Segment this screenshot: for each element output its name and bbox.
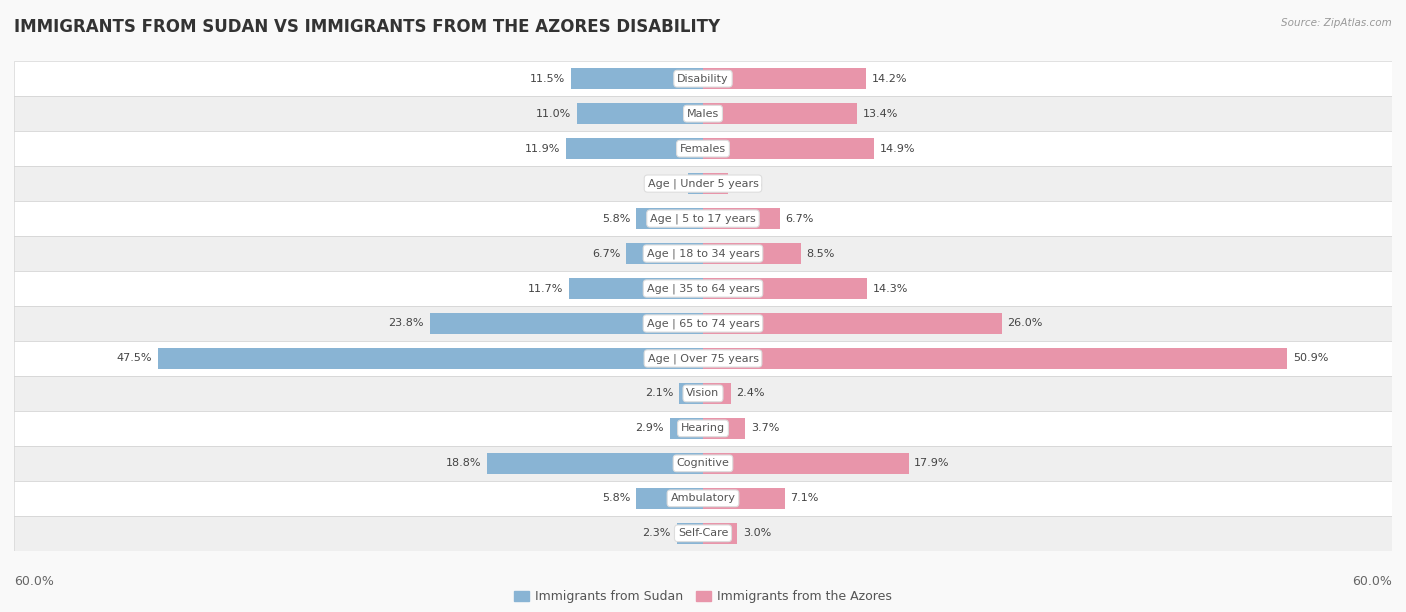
Text: Age | Over 75 years: Age | Over 75 years [648, 353, 758, 364]
Text: Age | 65 to 74 years: Age | 65 to 74 years [647, 318, 759, 329]
Text: 26.0%: 26.0% [1007, 318, 1043, 329]
Bar [568, 278, 703, 299]
Text: Cognitive: Cognitive [676, 458, 730, 468]
Text: Age | 5 to 17 years: Age | 5 to 17 years [650, 214, 756, 224]
Text: Females: Females [681, 144, 725, 154]
Text: Males: Males [688, 109, 718, 119]
Bar [486, 453, 703, 474]
Bar [676, 523, 703, 544]
Bar [669, 418, 703, 439]
Text: 2.3%: 2.3% [643, 528, 671, 539]
Text: 2.9%: 2.9% [636, 424, 664, 433]
Text: 6.7%: 6.7% [592, 248, 620, 258]
Bar [703, 348, 1288, 369]
Bar [703, 103, 856, 124]
Bar [14, 131, 1392, 166]
Bar [703, 488, 785, 509]
Bar [688, 173, 703, 194]
Bar [14, 201, 1392, 236]
Bar [14, 411, 1392, 446]
Text: 17.9%: 17.9% [914, 458, 950, 468]
Bar [703, 243, 800, 264]
Text: Disability: Disability [678, 73, 728, 84]
Bar [679, 383, 703, 404]
Text: 7.1%: 7.1% [790, 493, 818, 503]
Bar [14, 166, 1392, 201]
Bar [14, 446, 1392, 481]
Text: Age | 35 to 64 years: Age | 35 to 64 years [647, 283, 759, 294]
Text: 11.9%: 11.9% [526, 144, 561, 154]
Bar [576, 103, 703, 124]
Text: Ambulatory: Ambulatory [671, 493, 735, 503]
Bar [157, 348, 703, 369]
Text: 6.7%: 6.7% [786, 214, 814, 223]
Bar [14, 96, 1392, 131]
Bar [703, 68, 866, 89]
Legend: Immigrants from Sudan, Immigrants from the Azores: Immigrants from Sudan, Immigrants from t… [509, 585, 897, 608]
Text: 18.8%: 18.8% [446, 458, 481, 468]
Text: 60.0%: 60.0% [14, 575, 53, 588]
Bar [571, 68, 703, 89]
Bar [14, 306, 1392, 341]
Text: 47.5%: 47.5% [117, 354, 152, 364]
Text: Source: ZipAtlas.com: Source: ZipAtlas.com [1281, 18, 1392, 28]
Bar [703, 208, 780, 229]
Text: 50.9%: 50.9% [1294, 354, 1329, 364]
Bar [626, 243, 703, 264]
Text: 2.4%: 2.4% [737, 389, 765, 398]
Bar [14, 376, 1392, 411]
Bar [14, 481, 1392, 516]
Bar [14, 271, 1392, 306]
Text: 3.7%: 3.7% [751, 424, 779, 433]
Text: 2.2%: 2.2% [734, 179, 762, 188]
Bar [14, 516, 1392, 551]
Bar [703, 138, 875, 159]
Text: 5.8%: 5.8% [602, 214, 631, 223]
Text: 14.3%: 14.3% [873, 283, 908, 294]
Text: 3.0%: 3.0% [744, 528, 772, 539]
Bar [14, 341, 1392, 376]
Text: 11.5%: 11.5% [530, 73, 565, 84]
Text: 11.0%: 11.0% [536, 109, 571, 119]
Text: 13.4%: 13.4% [863, 109, 898, 119]
Text: Hearing: Hearing [681, 424, 725, 433]
Text: 11.7%: 11.7% [527, 283, 562, 294]
Bar [14, 236, 1392, 271]
Text: 14.2%: 14.2% [872, 73, 907, 84]
Bar [430, 313, 703, 334]
Text: 8.5%: 8.5% [807, 248, 835, 258]
Bar [703, 278, 868, 299]
Text: 2.1%: 2.1% [645, 389, 673, 398]
Bar [567, 138, 703, 159]
Bar [637, 208, 703, 229]
Text: IMMIGRANTS FROM SUDAN VS IMMIGRANTS FROM THE AZORES DISABILITY: IMMIGRANTS FROM SUDAN VS IMMIGRANTS FROM… [14, 18, 720, 36]
Bar [703, 523, 738, 544]
Text: 14.9%: 14.9% [880, 144, 915, 154]
Bar [637, 488, 703, 509]
Text: 23.8%: 23.8% [388, 318, 425, 329]
Bar [703, 313, 1001, 334]
Bar [703, 453, 908, 474]
Text: Age | Under 5 years: Age | Under 5 years [648, 178, 758, 189]
Bar [703, 173, 728, 194]
Text: 5.8%: 5.8% [602, 493, 631, 503]
Text: Age | 18 to 34 years: Age | 18 to 34 years [647, 248, 759, 259]
Text: 1.3%: 1.3% [654, 179, 682, 188]
Text: Vision: Vision [686, 389, 720, 398]
Text: 60.0%: 60.0% [1353, 575, 1392, 588]
Text: Self-Care: Self-Care [678, 528, 728, 539]
Bar [14, 61, 1392, 96]
Bar [703, 418, 745, 439]
Bar [703, 383, 731, 404]
